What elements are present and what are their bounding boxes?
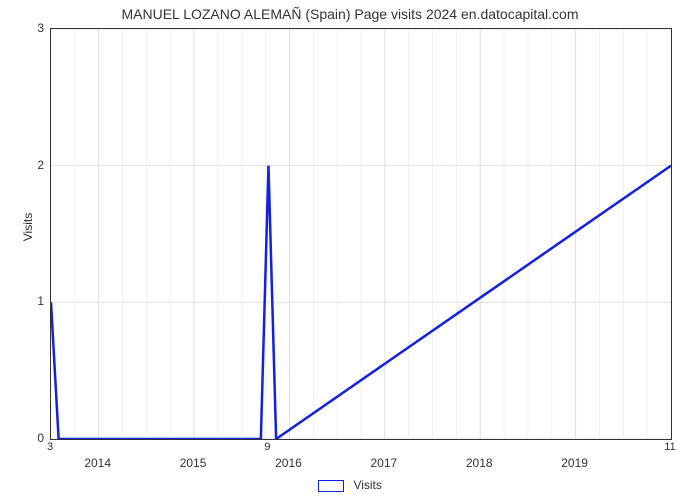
xtick-label: 2015 bbox=[173, 456, 213, 470]
ytick-label: 3 bbox=[24, 21, 44, 35]
ytick-label: 1 bbox=[24, 294, 44, 308]
legend: Visits bbox=[0, 478, 700, 492]
peak-label: 9 bbox=[257, 441, 277, 453]
xtick-label: 2019 bbox=[555, 456, 595, 470]
ytick-label: 2 bbox=[24, 158, 44, 172]
y-axis-label: Visits bbox=[21, 213, 35, 241]
line-chart-svg bbox=[51, 29, 671, 439]
xtick-label: 2014 bbox=[78, 456, 118, 470]
xtick-label: 2016 bbox=[268, 456, 308, 470]
chart-title: MANUEL LOZANO ALEMAÑ (Spain) Page visits… bbox=[0, 0, 700, 26]
peak-label: 3 bbox=[40, 441, 60, 453]
legend-label: Visits bbox=[353, 478, 381, 492]
plot-area bbox=[50, 28, 672, 440]
xtick-label: 2018 bbox=[459, 456, 499, 470]
peak-label: 11 bbox=[660, 441, 680, 453]
chart-container: MANUEL LOZANO ALEMAÑ (Spain) Page visits… bbox=[0, 0, 700, 500]
legend-swatch bbox=[318, 480, 344, 492]
xtick-label: 2017 bbox=[364, 456, 404, 470]
